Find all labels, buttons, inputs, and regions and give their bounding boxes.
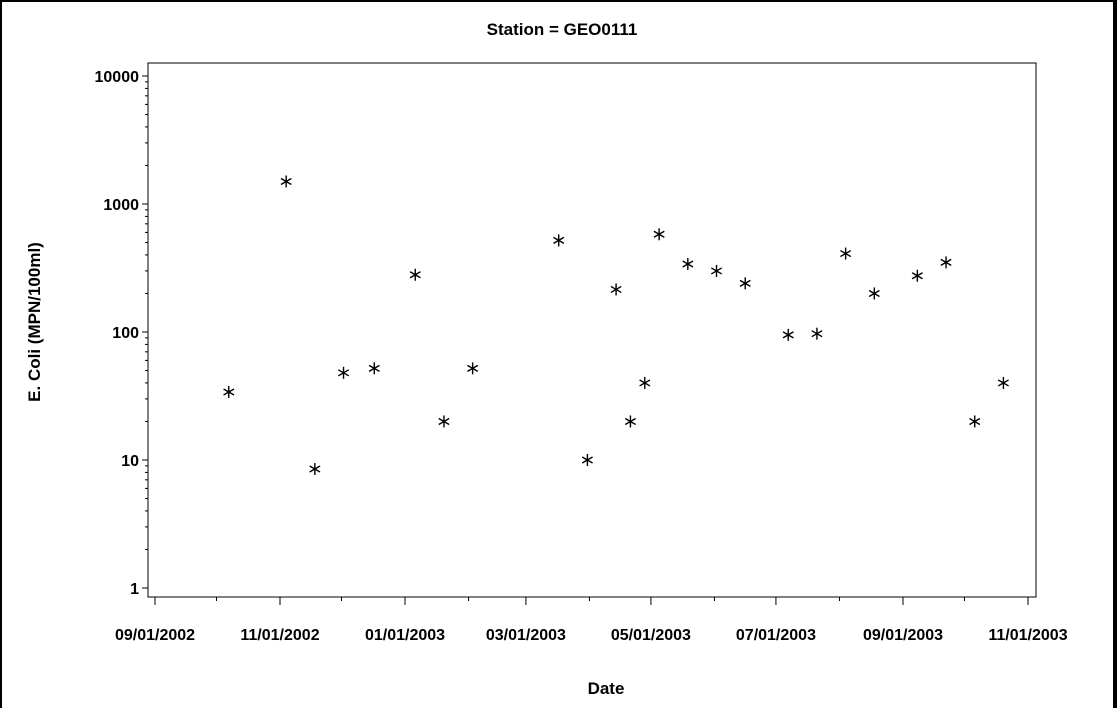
data-point bbox=[553, 234, 565, 247]
y-tick-label: 1000 bbox=[103, 197, 139, 214]
y-tick-label: 10 bbox=[121, 453, 139, 470]
chart-title: Station = GEO0111 bbox=[487, 20, 638, 39]
data-point bbox=[868, 287, 880, 300]
data-point bbox=[997, 376, 1009, 389]
data-point bbox=[969, 415, 981, 428]
data-point bbox=[782, 328, 794, 341]
x-axis-label: Date bbox=[588, 679, 625, 698]
x-tick-label: 09/01/2003 bbox=[863, 627, 943, 644]
y-axis: 1 10 100 1000 10000 bbox=[95, 69, 148, 598]
data-point bbox=[610, 283, 622, 296]
data-point bbox=[368, 362, 380, 375]
data-point bbox=[280, 175, 292, 188]
data-point bbox=[710, 264, 723, 277]
data-point bbox=[811, 327, 823, 340]
data-point bbox=[911, 269, 923, 282]
data-point bbox=[682, 257, 694, 270]
x-tick-label: 05/01/2003 bbox=[611, 627, 691, 644]
data-point bbox=[581, 454, 593, 466]
data-point bbox=[223, 385, 235, 398]
x-tick-label: 03/01/2003 bbox=[486, 627, 566, 644]
data-points bbox=[223, 175, 1009, 476]
x-tick-label: 07/01/2003 bbox=[736, 627, 816, 644]
x-tick-label: 09/01/2002 bbox=[115, 627, 195, 644]
y-tick-label: 100 bbox=[112, 325, 139, 342]
x-tick-label: 01/01/2003 bbox=[365, 627, 445, 644]
data-point bbox=[739, 277, 751, 290]
data-point bbox=[337, 366, 350, 379]
data-point bbox=[940, 256, 952, 269]
plot-area bbox=[147, 62, 1037, 598]
y-tick-label: 1 bbox=[130, 581, 139, 598]
data-point bbox=[409, 268, 421, 281]
data-point bbox=[438, 415, 450, 428]
y-tick-label: 10000 bbox=[95, 69, 140, 86]
x-tick-label: 11/01/2002 bbox=[240, 627, 319, 644]
data-point bbox=[639, 376, 651, 389]
data-point bbox=[653, 228, 665, 241]
data-point bbox=[624, 415, 636, 428]
data-point bbox=[840, 247, 852, 260]
x-tick-label: 11/01/2003 bbox=[988, 627, 1067, 644]
x-axis: 09/01/2002 11/01/2002 01/01/2003 03/01/2003… bbox=[115, 597, 1068, 644]
data-point bbox=[467, 362, 479, 375]
y-axis-label: E. Coli (MPN/100ml) bbox=[25, 242, 44, 402]
data-point bbox=[309, 463, 321, 476]
